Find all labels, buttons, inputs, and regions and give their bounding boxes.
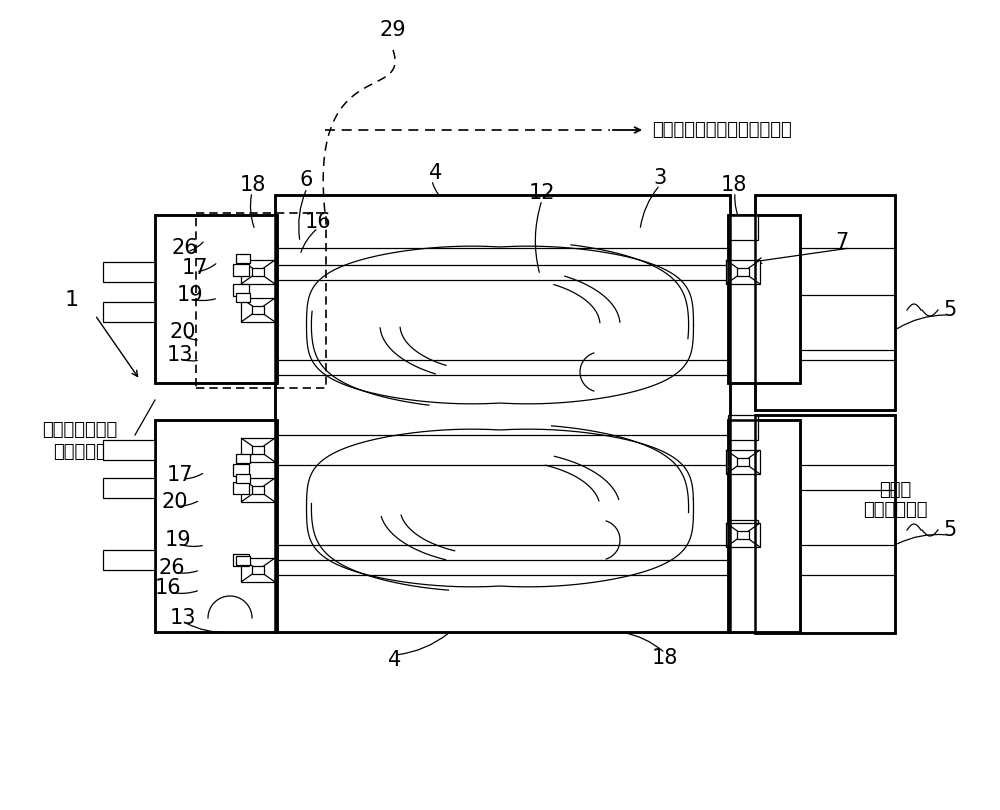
Bar	[728, 215, 800, 383]
Bar	[233, 264, 249, 276]
Bar	[233, 554, 249, 566]
Bar	[737, 268, 749, 276]
Bar	[103, 478, 155, 498]
Bar	[103, 440, 155, 460]
Bar	[155, 215, 277, 383]
Bar	[252, 446, 264, 454]
Bar	[252, 566, 264, 574]
Bar	[252, 268, 264, 276]
Text: 13: 13	[170, 608, 196, 628]
Text: 19: 19	[165, 530, 191, 550]
Text: （一端侧）: （一端侧）	[53, 443, 107, 461]
Text: 6: 6	[299, 170, 313, 190]
Text: 20: 20	[162, 492, 188, 512]
Text: 20: 20	[170, 322, 196, 342]
Bar	[275, 195, 730, 632]
Bar	[241, 558, 275, 582]
Bar	[737, 531, 749, 539]
Bar	[233, 464, 249, 476]
Bar	[737, 458, 749, 466]
Text: 3: 3	[653, 168, 667, 188]
Bar	[755, 415, 895, 633]
Bar	[103, 302, 155, 322]
Bar	[241, 260, 275, 284]
Text: 1: 1	[65, 290, 79, 310]
Text: 17: 17	[167, 465, 193, 485]
Text: 18: 18	[652, 648, 678, 668]
Bar	[726, 450, 760, 474]
Bar	[233, 284, 249, 296]
Bar	[236, 454, 250, 463]
Bar	[755, 415, 895, 633]
Bar	[755, 195, 895, 410]
Bar	[241, 298, 275, 322]
Text: 驱动侧: 驱动侧	[879, 481, 911, 499]
Text: 7: 7	[835, 232, 849, 252]
Text: （轴向力测量螺栓的轴向力）: （轴向力测量螺栓的轴向力）	[652, 121, 792, 139]
Bar	[275, 195, 730, 632]
Text: 29: 29	[380, 20, 406, 40]
Bar	[728, 215, 800, 383]
Text: 18: 18	[721, 175, 747, 195]
Bar	[755, 195, 895, 410]
Bar	[241, 438, 275, 462]
Text: 5: 5	[943, 300, 957, 320]
Text: 5: 5	[943, 520, 957, 540]
Bar	[103, 262, 155, 282]
Bar	[236, 254, 250, 263]
Bar	[728, 215, 758, 240]
Bar	[252, 306, 264, 314]
Bar	[236, 474, 250, 483]
Bar	[155, 215, 277, 383]
Bar	[241, 478, 275, 502]
Bar	[233, 482, 249, 494]
Text: 26: 26	[159, 558, 185, 578]
Bar	[252, 486, 264, 494]
Bar	[726, 523, 760, 547]
Text: 4: 4	[388, 650, 402, 670]
Bar	[726, 260, 760, 284]
Text: （另一端侧）: （另一端侧）	[863, 501, 927, 519]
Text: 4: 4	[429, 163, 443, 183]
Text: 驱动侧的相反侧: 驱动侧的相反侧	[42, 421, 118, 439]
Bar	[103, 550, 155, 570]
Text: 12: 12	[529, 183, 555, 203]
Bar	[155, 420, 277, 632]
Text: 16: 16	[305, 212, 331, 232]
Bar	[155, 420, 277, 632]
Text: 26: 26	[172, 238, 198, 258]
Bar	[236, 556, 250, 565]
Text: 18: 18	[240, 175, 266, 195]
Bar	[728, 520, 758, 545]
Bar	[728, 420, 800, 632]
Text: 17: 17	[182, 258, 208, 278]
Bar	[236, 293, 250, 302]
Bar	[196, 213, 326, 388]
Text: 19: 19	[177, 285, 203, 305]
Text: 16: 16	[155, 578, 181, 598]
Bar	[728, 420, 800, 632]
Text: 13: 13	[167, 345, 193, 365]
Bar	[728, 415, 758, 440]
